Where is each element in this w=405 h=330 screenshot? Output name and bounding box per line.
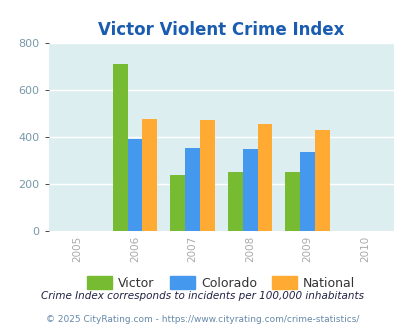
Title: Victor Violent Crime Index: Victor Violent Crime Index [98, 20, 343, 39]
Legend: Victor, Colorado, National: Victor, Colorado, National [82, 271, 360, 295]
Text: © 2025 CityRating.com - https://www.cityrating.com/crime-statistics/: © 2025 CityRating.com - https://www.city… [46, 315, 359, 324]
Bar [170, 175, 185, 231]
Bar [200, 120, 214, 231]
Bar [299, 152, 314, 231]
Bar [242, 149, 257, 231]
Bar [284, 172, 299, 231]
Text: Crime Index corresponds to incidents per 100,000 inhabitants: Crime Index corresponds to incidents per… [41, 291, 364, 301]
Bar [257, 124, 272, 231]
Bar [142, 119, 157, 231]
Bar [314, 130, 329, 231]
Bar [227, 172, 242, 231]
Bar [112, 64, 127, 231]
Bar [185, 148, 200, 231]
Bar [127, 139, 142, 231]
